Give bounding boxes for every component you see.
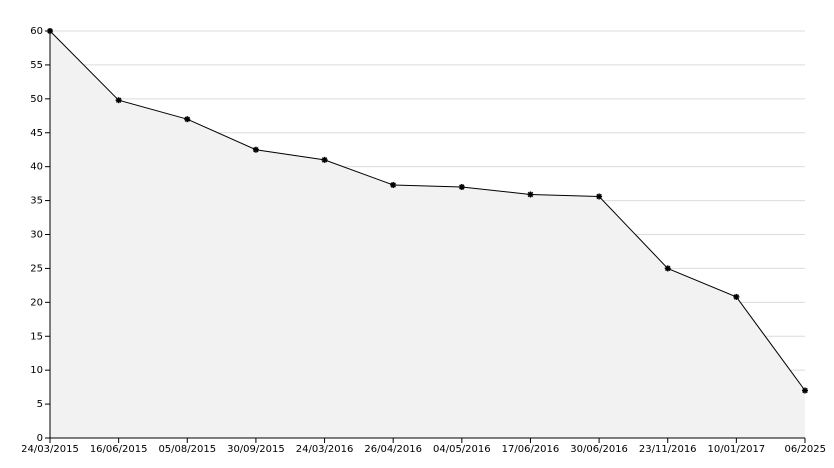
line: [49, 30, 806, 391]
y-tick-label: 35: [30, 196, 43, 207]
marker: [115, 97, 122, 104]
y-tick-label: 45: [30, 128, 43, 139]
marker-stroke: [115, 97, 122, 103]
y-tick-label: 15: [30, 331, 43, 342]
marker: [458, 184, 465, 191]
y-tick-label: 60: [30, 26, 43, 37]
marker-stroke: [321, 157, 328, 163]
marker-stroke: [184, 116, 191, 122]
x-tick-label: 30/09/2015: [227, 444, 285, 455]
marker: [802, 387, 808, 394]
marker: [733, 293, 740, 300]
area: [50, 31, 805, 438]
y-tick-label: 55: [30, 60, 43, 71]
x-tick-label: 16/06/2015: [90, 444, 148, 455]
marker-stroke: [664, 265, 671, 272]
marker-stroke: [802, 387, 808, 394]
y-tick-label: 20: [30, 297, 43, 308]
marker: [184, 116, 191, 123]
x-tick-label: 30/06/2016: [570, 444, 628, 455]
marker-stroke: [527, 191, 534, 198]
marker-stroke: [253, 146, 259, 153]
x-tick-label: 17/06/2016: [502, 444, 560, 455]
x-tick-label: 04/05/2016: [433, 444, 491, 455]
x-tick-label: 06/2025: [784, 444, 826, 455]
marker: [252, 146, 259, 153]
y-tick-label: 0: [37, 433, 43, 444]
y-tick-label: 25: [30, 263, 43, 274]
marker: [596, 193, 603, 200]
marker-stroke: [596, 193, 602, 200]
marker: [321, 156, 328, 163]
marker: [527, 191, 534, 198]
marker: [390, 181, 397, 188]
marker-stroke: [733, 294, 740, 300]
x-tick-label: 05/08/2015: [158, 444, 216, 455]
marker: [47, 28, 53, 34]
y-tick-label: 30: [30, 230, 43, 241]
x-tick-label: 26/04/2016: [364, 444, 422, 455]
y-tick-label: 40: [30, 162, 43, 173]
marker-stroke: [390, 182, 396, 188]
y-tick-label: 50: [30, 94, 43, 105]
marker: [664, 265, 671, 272]
marker-stroke: [47, 28, 53, 34]
marker-stroke: [459, 184, 465, 190]
y-tick-label: 10: [30, 365, 43, 376]
x-tick-label: 10/01/2017: [708, 444, 766, 455]
x-tick-label: 24/03/2015: [21, 444, 79, 455]
y-tick-label: 5: [37, 399, 43, 410]
x-tick-label: 24/03/2016: [296, 444, 354, 455]
x-tick-label: 23/11/2016: [639, 444, 697, 455]
